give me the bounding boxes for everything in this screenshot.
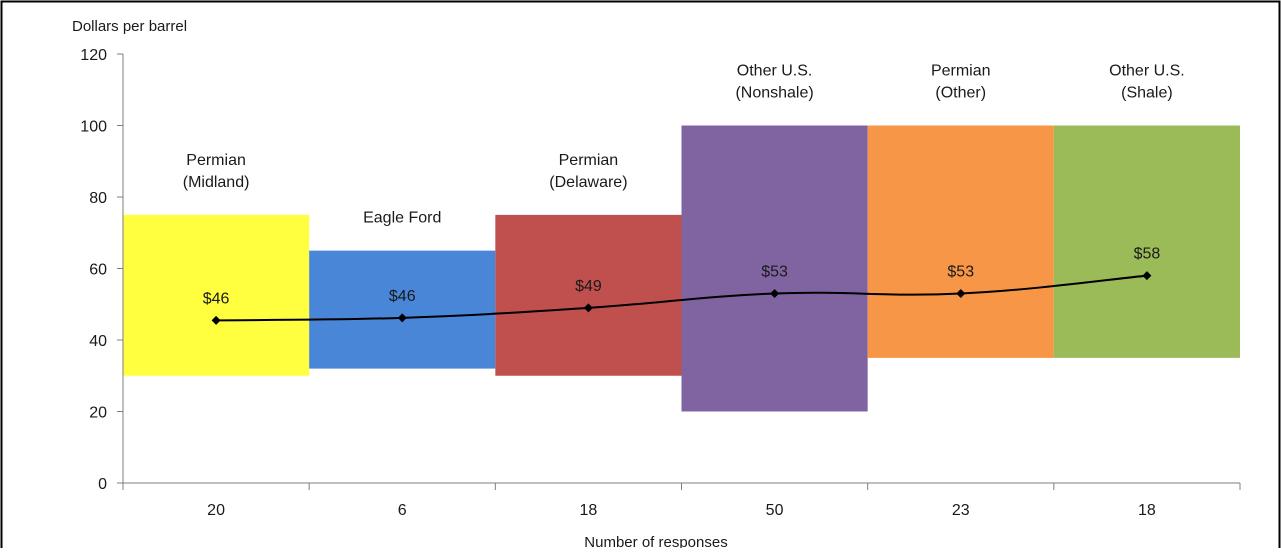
region-label: (Shale)	[1121, 85, 1173, 102]
data-point-marker	[1142, 271, 1152, 281]
range-bar	[495, 214, 682, 376]
range-bar	[681, 125, 868, 412]
x-axis-title: Number of responses	[584, 534, 727, 548]
region-label: Other U.S.	[737, 63, 813, 80]
region-label: Permian	[931, 63, 991, 80]
y-axis-title: Dollars per barrel	[72, 18, 187, 35]
y-tick-label: 40	[89, 333, 107, 350]
x-tick-label: 18	[580, 502, 598, 519]
range-bar	[309, 250, 496, 369]
y-tick-label: 60	[89, 262, 107, 279]
x-tick-label: 20	[207, 502, 225, 519]
region-label: Permian	[186, 152, 246, 169]
y-tick-label: 80	[89, 190, 107, 207]
data-point-marker	[211, 315, 221, 325]
x-tick-label: 18	[1138, 502, 1156, 519]
data-point-marker	[583, 303, 593, 313]
region-label: Permian	[559, 152, 619, 169]
range-bar	[867, 125, 1054, 358]
data-point-marker	[770, 289, 780, 299]
region-label: (Midland)	[183, 174, 250, 191]
region-label: (Delaware)	[549, 174, 627, 191]
data-value-label: $53	[761, 264, 788, 281]
y-tick-label: 120	[80, 47, 107, 64]
data-value-label: $46	[389, 288, 416, 305]
data-value-label: $58	[1134, 246, 1161, 263]
data-value-label: $46	[203, 290, 230, 307]
region-label: (Nonshale)	[735, 85, 813, 102]
region-label: Other U.S.	[1109, 63, 1185, 80]
y-tick-label: 100	[80, 119, 107, 136]
x-tick-label: 6	[398, 502, 407, 519]
data-value-label: $53	[947, 264, 974, 281]
range-bar	[123, 214, 310, 376]
x-tick-label: 50	[766, 502, 784, 519]
x-tick-label: 23	[952, 502, 970, 519]
data-point-marker	[956, 289, 966, 299]
y-tick-label: 20	[89, 405, 107, 422]
data-value-label: $49	[575, 278, 602, 295]
region-label: (Other)	[935, 85, 986, 102]
y-tick-label: 0	[98, 476, 107, 493]
data-point-marker	[397, 313, 407, 323]
breakeven-line	[216, 274, 1148, 322]
region-label: Eagle Ford	[363, 210, 441, 227]
range-bar	[1053, 125, 1240, 358]
